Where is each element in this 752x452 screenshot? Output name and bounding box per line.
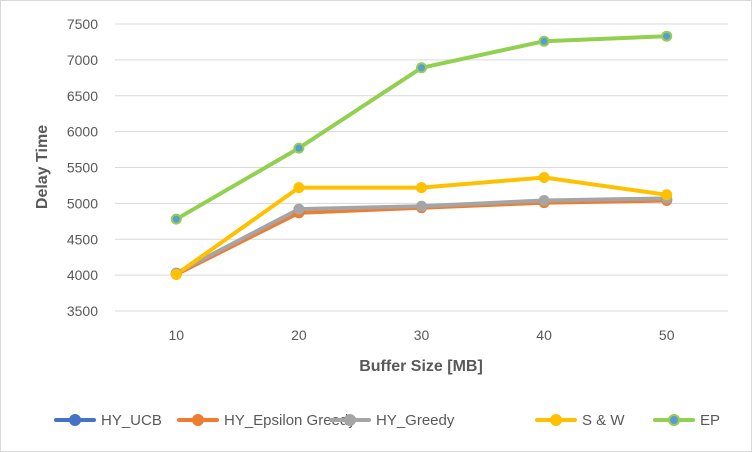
y-tick-label: 4500 <box>67 231 98 247</box>
legend-label: HY_Greedy <box>376 412 455 429</box>
gridlines <box>115 23 728 312</box>
legend-label: S & W <box>582 412 625 429</box>
y-tick-label: 5500 <box>67 160 98 176</box>
data-point <box>416 182 427 194</box>
legend-label: HY_UCB <box>101 412 162 429</box>
x-tick-label: 50 <box>659 327 675 343</box>
data-point <box>170 268 182 280</box>
data-point <box>293 142 305 154</box>
x-axis-title: Buffer Size [MB] <box>359 358 483 375</box>
x-tick-label: 40 <box>536 327 552 343</box>
data-point <box>661 30 673 42</box>
y-tick-label: 3500 <box>67 303 98 319</box>
legend-swatch-marker <box>344 414 356 426</box>
y-tick-label: 4000 <box>67 267 98 283</box>
y-tick-label: 7500 <box>67 16 98 32</box>
legend-label: HY_Epsilon Greedy <box>224 412 356 429</box>
data-point <box>416 200 427 212</box>
y-tick-label: 7000 <box>67 52 98 68</box>
y-axis-tick-labels: 3500 4000 4500 5000 5500 6000 6500 7000 7500 <box>67 16 98 319</box>
x-axis-tick-labels: 10 20 30 40 50 <box>169 327 675 343</box>
legend-item: EP <box>653 412 720 429</box>
y-tick-label: 5000 <box>67 195 98 211</box>
data-point <box>661 189 673 201</box>
legend-item: HY_UCB <box>54 412 162 429</box>
data-point <box>538 195 550 207</box>
legend-swatch-marker <box>668 414 680 426</box>
legend-item: HY_Greedy <box>329 412 455 429</box>
x-tick-label: 10 <box>169 327 185 343</box>
legend-item: S & W <box>535 412 625 429</box>
x-tick-label: 30 <box>414 327 430 343</box>
legend-swatch-marker <box>192 414 204 426</box>
y-axis-title: Delay Time <box>34 125 51 209</box>
y-tick-label: 6000 <box>67 124 98 140</box>
y-tick-label: 6500 <box>67 88 98 104</box>
data-point <box>416 62 427 74</box>
legend-item: HY_Epsilon Greedy <box>177 412 356 429</box>
legend: HY_UCB HY_Epsilon Greedy HY_Greedy S & W EP <box>54 412 720 429</box>
data-point <box>293 203 305 215</box>
data-point <box>293 182 305 194</box>
data-point <box>170 213 182 225</box>
legend-swatch-marker <box>550 414 562 426</box>
data-point <box>538 35 550 47</box>
data-point <box>538 172 550 184</box>
legend-swatch-marker <box>69 414 81 426</box>
x-tick-label: 20 <box>291 327 307 343</box>
series-markers <box>170 30 673 280</box>
legend-label: EP <box>700 412 720 429</box>
